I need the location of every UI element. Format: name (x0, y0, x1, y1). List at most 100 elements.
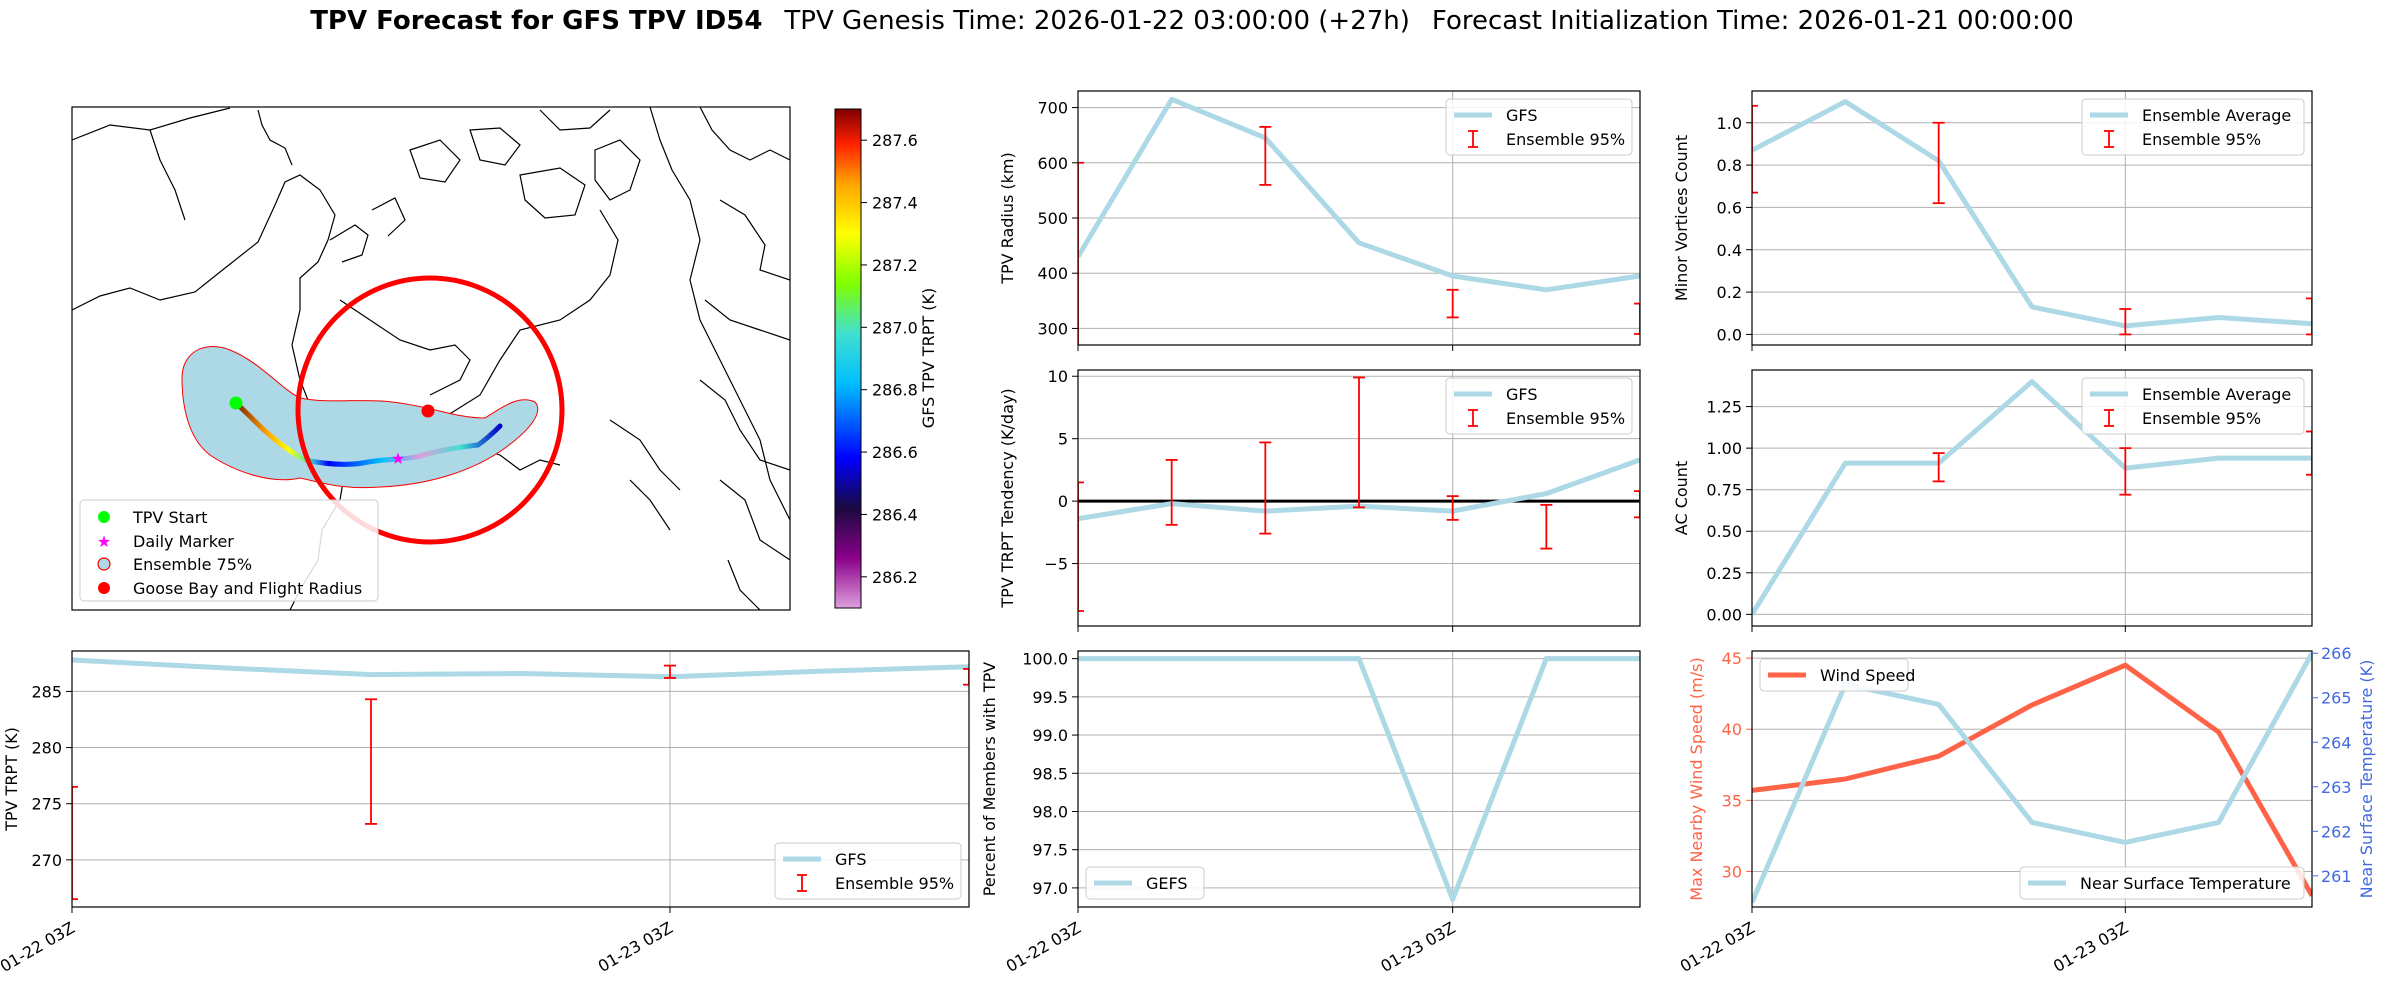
y-tick-label: 5 (1058, 430, 1068, 449)
legend-label: GEFS (1146, 874, 1188, 893)
y-right-tick-label: 266 (2321, 644, 2352, 663)
ensemble-average-series-line (1752, 99, 2312, 329)
plot-content (1078, 96, 1640, 345)
legend-label: GFS (1506, 106, 1537, 125)
minor-vortices-chart: 0.0 0.2 0.4 0.6 0.8 1.0 Minor Vortices Count En… (1672, 90, 2313, 351)
legend-ensemble-icon (97, 557, 111, 571)
y-tick-label: 98.0 (1032, 802, 1068, 821)
trpt-chart: 270 275 280 285 TPV TRPT (K) 01-22 03Z 01-23 0… (0, 650, 970, 976)
colorbar: 286.2 286.4 286.6 286.8 287.0 287.2 287.4 287.6… (834, 108, 938, 609)
y-tick-label: 0.00 (1706, 605, 1742, 624)
y-tick-label: 10 (1048, 367, 1068, 386)
y-tick-label: 1.25 (1706, 398, 1742, 417)
plot-content (1078, 656, 1640, 902)
legend-label: Ensemble Average (2142, 385, 2291, 404)
y-axis-label: Minor Vortices Count (1672, 135, 1691, 301)
y-axis-label: Max Nearby Wind Speed (m/s) (1687, 657, 1706, 900)
gfs-series-line (72, 657, 969, 680)
legend-box (774, 842, 962, 900)
legend-label: Daily Marker (133, 532, 234, 551)
goose-bay-marker (421, 404, 435, 418)
colorbar-tick-label: 286.2 (872, 568, 918, 587)
y-right-tick-label: 265 (2321, 689, 2352, 708)
y-tick-label: 270 (31, 851, 62, 870)
y-tick-label: 275 (31, 795, 62, 814)
legend-box (1445, 377, 1633, 435)
y-tick-label: 45 (1722, 649, 1742, 668)
tpv-start-marker (229, 396, 243, 410)
legend-box (1085, 866, 1205, 900)
y-right-tick-label: 263 (2321, 778, 2352, 797)
plot-frame (71, 650, 970, 908)
map-panel: ★ ★ TPV Start Daily Marker Ensemble 75% … (71, 106, 938, 611)
legend-label: GFS (835, 850, 866, 869)
plot-content (1078, 376, 1640, 612)
x-tick-label: 01-23 03Z (2050, 918, 2131, 976)
plot-frame (1077, 650, 1641, 908)
legend-label: Ensemble 75% (133, 555, 252, 574)
x-tick-label: 01-22 03Z (1677, 918, 1758, 976)
gfs-series-line (1078, 96, 1640, 293)
y-tick-label: 0.75 (1706, 481, 1742, 500)
colorbar-label: GFS TPV TRPT (K) (919, 288, 938, 428)
y-right-tick-label: 262 (2321, 822, 2352, 841)
x-tick-label: 01-22 03Z (1003, 918, 1084, 976)
y-tick-label: 35 (1722, 791, 1742, 810)
title-init: Forecast Initialization Time: 2026-01-21… (1431, 6, 2074, 36)
x-tick-label: 01-23 03Z (1377, 918, 1458, 976)
radius-chart: 300 400 500 600 700 TPV Radius (km) GFS Ensembl… (998, 90, 1641, 351)
y-axis-label: TPV TRPT (K) (2, 727, 21, 832)
colorbar-tick-label: 286.4 (872, 505, 918, 524)
tendency-chart: −5 0 5 10 TPV TRPT Tendency (K/day) GFS Ensemb… (998, 367, 1641, 632)
legend-goose-bay-icon (98, 582, 110, 594)
colorbar-tick-label: 287.0 (872, 318, 918, 337)
y-axis-label: AC Count (1672, 461, 1691, 535)
y-axis-label: Percent of Members with TPV (980, 662, 999, 896)
legend-label: Ensemble 95% (835, 874, 954, 893)
coastlines (72, 107, 790, 610)
y-axis-label: TPV Radius (km) (998, 152, 1017, 285)
plot-content (1752, 379, 2312, 616)
legend-label: Goose Bay and Flight Radius (133, 579, 362, 598)
plot-content (1752, 99, 2312, 336)
wind-speed-series-line (1752, 662, 2312, 897)
tpv-track (233, 400, 503, 467)
legend-start-icon (98, 511, 110, 523)
gefs-series-line (1078, 656, 1640, 902)
y-tick-label: 0.2 (1717, 283, 1742, 302)
ensemble-75-region (181, 346, 539, 489)
colorbar-ticks: 286.2 286.4 286.6 286.8 287.0 287.2 287.4 287.6 (861, 131, 918, 587)
y-tick-label: 1.0 (1717, 114, 1742, 133)
legend-label: Ensemble Average (2142, 106, 2291, 125)
y-tick-label: 40 (1722, 720, 1742, 739)
y-tick-label: 97.5 (1032, 841, 1068, 860)
legend-label: Ensemble 95% (2142, 409, 2261, 428)
y-tick-label: 1.00 (1706, 439, 1742, 458)
y-right-axis-label: Near Surface Temperature (K) (2357, 660, 2376, 899)
plot-frame (1751, 650, 2313, 908)
map-legend: ★ TPV Start Daily Marker Ensemble 75% Go… (79, 499, 379, 602)
legend-label: Wind Speed (1820, 666, 1915, 685)
plot-frame (1751, 90, 2313, 346)
y-tick-label: 0.4 (1717, 241, 1742, 260)
plot-area (1078, 651, 1640, 907)
y-right-tick-label: 264 (2321, 733, 2352, 752)
plot-frame (1751, 369, 2313, 627)
y-tick-label: 100.0 (1022, 650, 1068, 669)
y-axis-label: TPV TRPT Tendency (K/day) (998, 388, 1017, 608)
plot-frame (1077, 90, 1641, 346)
y-tick-label: 0.8 (1717, 156, 1742, 175)
y-tick-label: 0 (1058, 492, 1068, 511)
y-tick-label: 300 (1037, 319, 1068, 338)
colorbar-tick-label: 286.8 (872, 381, 918, 400)
y-right-tick-label: 261 (2321, 867, 2352, 886)
flight-radius-circle (295, 275, 565, 545)
y-tick-label: 400 (1037, 264, 1068, 283)
y-tick-label: 600 (1037, 154, 1068, 173)
y-tick-label: 0.6 (1717, 198, 1742, 217)
map-frame (71, 106, 791, 611)
figure-title: TPV Forecast for GFS TPV ID54 TPV Genesis… (0, 6, 2384, 36)
percent-members-chart: 97.0 97.5 98.0 98.5 99.0 99.5 100.0 Percent of … (980, 650, 1641, 976)
y-tick-label: 285 (31, 682, 62, 701)
